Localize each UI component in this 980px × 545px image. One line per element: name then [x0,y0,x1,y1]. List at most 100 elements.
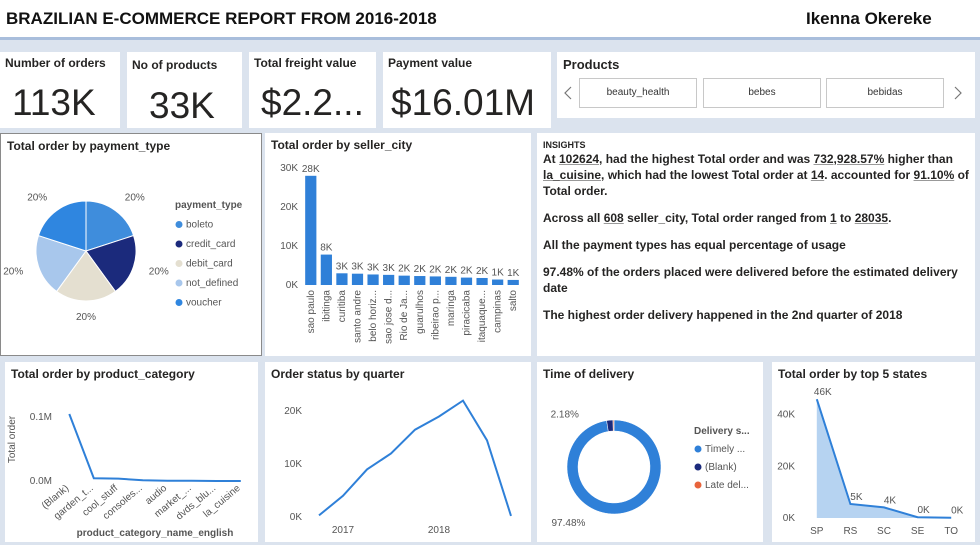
line-chart: 0K 10K 20K 2017 2018 [284,399,512,536]
x-tick-label: TO [944,526,958,537]
insight-highlight: 91.10% [913,168,955,182]
slicer-item[interactable]: beauty_health [579,78,697,108]
data-label: 1K [492,268,505,279]
chart-panel: Order status by quarter 0K 10K 20K 2017 2018 [265,362,531,542]
kpi-card[interactable]: Total freight value $2.2... [249,52,376,128]
line [815,398,952,519]
slicer-item[interactable]: bebes [703,78,821,108]
card-value: $2.2... [261,82,364,123]
bar [383,274,395,285]
y-tick-label: 0.1M [30,412,52,423]
legend-label: credit_card [186,239,235,250]
kpi-card[interactable]: Payment value $16.01M [383,52,551,128]
data-label: 1K [507,268,520,279]
area [816,399,952,518]
card-value: 113K [12,82,96,123]
bar [460,277,473,285]
x-axis-title: product_category_name_english [77,528,234,539]
x-tick-label: itaquaque... [477,290,488,342]
data-label: 2K [398,264,411,275]
header: BRAZILIAN E-COMMERCE REPORT FROM 2016-20… [0,0,980,40]
slicer: Products beauty_health bebes bebidas [557,52,975,118]
x-tick-label: santo andre [353,290,364,343]
insight-paragraph: At 102624, had the highest Total order a… [543,151,971,199]
line-chart: 0.0M0.1M(Blank)garden_t...cool_stuffcons… [7,412,243,539]
slice [35,234,87,293]
data-label: 2K [445,265,458,276]
insight-paragraph: All the payment types has equal percenta… [543,237,971,253]
chart-panel: Time of delivery 97.48% 2.18% Delivery s..… [537,362,763,542]
insights: INSIGHTS At 102624, had the highest Total… [543,139,971,334]
legend-marker [175,260,183,267]
card-label: Payment value [388,56,473,70]
legend-label: (Blank) [705,462,737,473]
y-tick-label: 0K [286,280,299,291]
legend-marker [694,445,702,453]
chart-panel: Total order by product_category 0.0M 0.1M… [5,362,258,542]
bar [507,279,519,285]
x-tick-label: belo horiz... [368,290,379,342]
insight-highlight: 608 [603,211,624,225]
data-label: 2K [476,266,489,277]
data-label: 0K [951,506,964,517]
insight-text: Across all [543,211,604,225]
x-tick-label: 2018 [428,525,451,536]
data-label: 28K [302,164,320,175]
x-tick-label: piracicaba [462,290,473,336]
slicer-item[interactable]: bebidas [826,78,944,108]
x-tick-label: ribeirao p... [430,290,441,340]
data-label: 20% [149,266,169,277]
data-label: 2K [460,266,473,277]
line [318,399,512,517]
card-value: 33K [149,85,215,126]
bar [414,276,426,285]
data-label: 20% [125,193,145,204]
slice [37,200,87,252]
insight-text: to [836,211,855,225]
data-label: 4K [884,495,897,506]
x-tick-label: SC [877,526,891,537]
insight-text: of Total order. [543,168,969,198]
data-label: 8K [320,243,333,254]
legend-label: boleto [186,220,214,231]
legend-label: debit_card [186,259,233,270]
x-tick-label: sao jose d... [384,290,395,344]
scroll-left[interactable] [563,85,573,101]
y-tick-label: 20K [284,406,302,417]
slice [85,234,137,293]
chart-panel: Total order by top 5 states 0K 20K 40K SP RS… [772,362,975,542]
x-tick-label: maringa [446,290,457,327]
insight-text: higher than [884,152,953,166]
bar [336,273,348,285]
data-label: 2K [414,264,427,275]
data-label: 20% [27,193,47,204]
y-tick-label: 0K [290,512,303,523]
x-tick-label: guarulhos [415,290,426,334]
legend-marker [694,481,702,489]
insight-text: All the payment types has equal percenta… [543,238,846,252]
y-tick-label: 10K [280,241,298,252]
data-label: 46K [814,387,832,398]
insight-text: . accounted for [824,168,914,182]
insights-panel: INSIGHTS At 102624, had the highest Total… [537,133,975,356]
data-label: 0K [917,505,930,516]
insight-highlight: 732,928.57% [813,152,885,166]
chart-title: Total order by payment_type [7,139,171,153]
data-label: 2K [429,264,442,275]
legend-marker [175,279,183,287]
card-label: No of products [132,58,218,72]
data-label: 3K [336,261,349,272]
kpi-card[interactable]: No of products 33K [127,52,242,128]
insight-text: 97.48% of the orders placed were deliver… [543,265,958,295]
card-label: Total freight value [254,56,357,70]
scroll-right[interactable] [953,85,963,101]
chart-title: Time of delivery [543,367,635,381]
x-tick-label: Rio de Ja... [399,290,410,341]
legend-marker [175,299,183,306]
legend-title: Delivery s... [694,426,750,437]
y-tick-label: 40K [777,410,795,421]
card-label: Number of orders [5,56,106,70]
insight-highlight: la_cuisine [543,168,602,182]
kpi-card[interactable]: Number of orders 113K [0,52,120,128]
insight-paragraph: 97.48% of the orders placed were deliver… [543,264,971,296]
